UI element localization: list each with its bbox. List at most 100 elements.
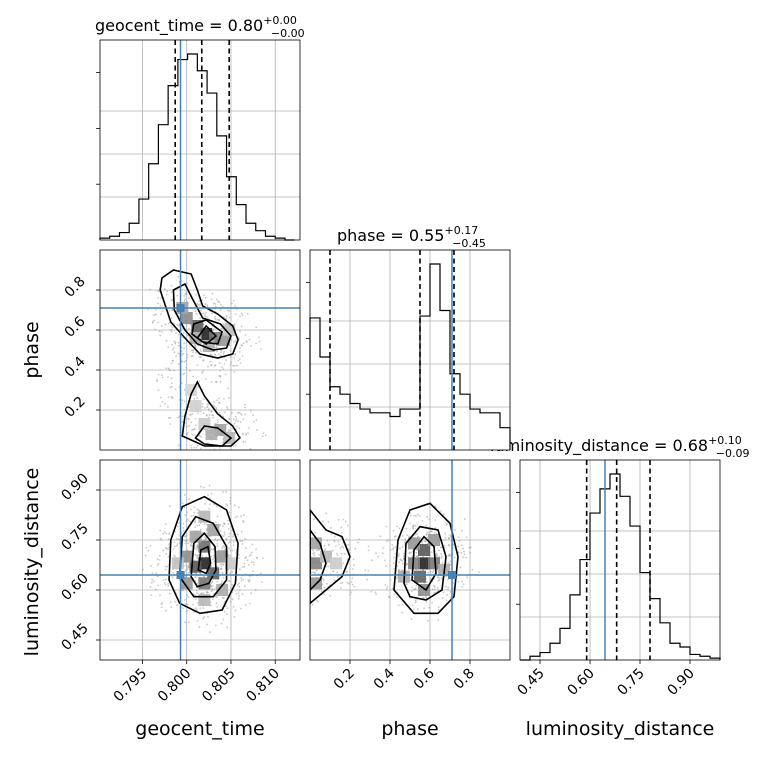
sample-point	[347, 543, 350, 546]
sample-point	[192, 349, 195, 352]
sample-point	[240, 312, 243, 315]
sample-point	[229, 596, 231, 599]
sample-point	[177, 324, 180, 327]
sample-point	[345, 538, 348, 540]
sample-point	[385, 587, 388, 590]
sample-point	[167, 583, 169, 585]
sample-point	[212, 548, 215, 551]
sample-point	[465, 556, 468, 559]
hist-panel-phase	[306, 249, 511, 451]
sample-point	[342, 546, 345, 549]
sample-point	[386, 585, 389, 588]
sample-point	[431, 588, 434, 591]
sample-point	[177, 341, 180, 344]
sample-point	[187, 565, 190, 568]
sample-point	[374, 591, 377, 594]
sample-point	[190, 508, 193, 511]
sample-point	[188, 498, 191, 501]
sample-point	[202, 575, 205, 578]
sample-point	[200, 436, 202, 438]
sample-point	[449, 590, 452, 593]
title-median: 0.80	[228, 16, 264, 35]
sample-point	[395, 596, 398, 599]
sample-point	[437, 608, 440, 611]
sample-point	[229, 499, 231, 502]
sample-point	[216, 605, 219, 608]
sample-point	[222, 618, 225, 621]
sample-point	[305, 560, 307, 562]
sample-point	[216, 543, 219, 545]
sample-point	[182, 607, 184, 610]
sample-point	[221, 366, 223, 369]
sample-point	[160, 374, 163, 377]
density-cell	[205, 428, 218, 440]
contour-line	[178, 515, 228, 598]
sample-point	[313, 554, 316, 557]
sample-point	[306, 532, 308, 534]
sample-point	[401, 562, 404, 565]
sample-point	[262, 432, 265, 435]
sample-point	[185, 534, 187, 537]
density-cell	[310, 537, 322, 550]
sample-point	[199, 348, 202, 351]
sample-point	[172, 360, 174, 362]
sample-point	[220, 351, 222, 354]
sample-point	[189, 520, 191, 523]
sample-point	[165, 553, 168, 555]
sample-point	[381, 552, 384, 555]
sample-point	[222, 576, 225, 579]
sample-point	[458, 539, 461, 542]
sample-point	[210, 581, 213, 584]
sample-point	[147, 549, 150, 552]
sample-point	[338, 543, 340, 546]
density-cell	[418, 544, 430, 556]
density	[310, 534, 450, 596]
sample-point	[181, 415, 184, 418]
sample-point	[231, 456, 233, 458]
sample-point	[222, 564, 225, 566]
sample-point	[224, 322, 227, 325]
sample-point	[252, 414, 255, 417]
sample-point	[412, 525, 414, 528]
x-tick-label: 0.805	[199, 666, 239, 706]
sample-point	[413, 524, 415, 527]
sample-point	[151, 321, 154, 323]
sample-point	[226, 408, 229, 410]
sample-point	[412, 608, 415, 611]
sample-point	[316, 549, 319, 552]
sample-point	[249, 448, 252, 450]
sample-point	[352, 558, 355, 561]
truth-marker	[448, 571, 456, 579]
truth-marker	[176, 304, 185, 312]
sample-point	[162, 549, 165, 552]
sample-point	[232, 445, 235, 447]
sample-point	[440, 577, 443, 579]
sample-point	[197, 553, 200, 556]
sample-point	[196, 385, 199, 388]
sample-point	[214, 346, 217, 349]
x-tick-label: 0.4	[371, 665, 398, 692]
sample-point	[200, 554, 203, 557]
sample-point	[213, 401, 215, 404]
sample-point	[177, 276, 180, 278]
sample-point	[164, 568, 167, 571]
sample-point	[379, 535, 382, 538]
contour-line	[310, 508, 351, 605]
sample-point	[172, 571, 175, 574]
sample-point	[239, 315, 241, 317]
sample-point	[216, 298, 218, 301]
sample-point	[448, 534, 451, 537]
sample-point	[159, 334, 162, 337]
sample-point	[220, 563, 223, 566]
sample-point	[186, 593, 189, 596]
sample-point	[159, 304, 162, 307]
sample-point	[256, 429, 258, 432]
sample-point	[211, 558, 214, 561]
sample-point	[171, 576, 174, 578]
sample-point	[176, 604, 179, 607]
sample-point	[186, 282, 188, 285]
sample-point	[174, 600, 177, 603]
sample-point	[154, 328, 156, 331]
sample-point	[241, 543, 244, 545]
sample-point	[329, 527, 332, 529]
